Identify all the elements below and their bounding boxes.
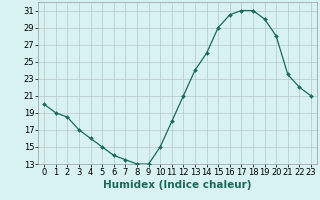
X-axis label: Humidex (Indice chaleur): Humidex (Indice chaleur) bbox=[103, 180, 252, 190]
